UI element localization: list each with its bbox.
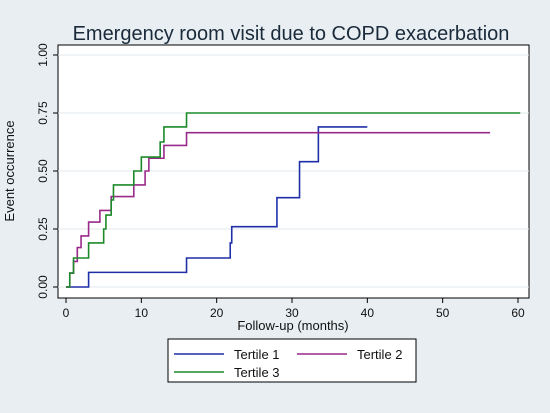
legend-label-tertile-1: Tertile 1: [234, 347, 280, 362]
series-line-tertile-3: [66, 112, 521, 288]
chart-title: Emergency room visit due to COPD exacerb…: [73, 23, 510, 45]
x-axis-label: Follow-up (months): [237, 318, 348, 333]
y-tick-label: 1.00: [36, 43, 50, 67]
y-tick-label: 0.25: [36, 217, 50, 241]
y-axis-label: Event occurrence: [2, 120, 17, 221]
y-tick-label: 0.00: [36, 275, 50, 299]
x-tick-label: 30: [285, 306, 299, 320]
legend-box: [167, 338, 417, 383]
series-line-tertile-1: [66, 126, 368, 288]
x-tick-label: 20: [210, 306, 224, 320]
x-tick-label: 60: [511, 306, 525, 320]
axes: 0.00 0.25 0.50 0.75 1.00 0 10 20 30 40 50 60: [36, 43, 525, 320]
legend: Tertile 1 Tertile 2 Tertile 3: [167, 338, 417, 383]
x-tick-label: 40: [361, 306, 375, 320]
y-tick-label: 0.50: [36, 159, 50, 183]
x-tick-label: 10: [135, 306, 149, 320]
y-tick-label: 0.75: [36, 101, 50, 125]
x-tick-label: 0: [63, 306, 70, 320]
legend-label-tertile-3: Tertile 3: [234, 365, 280, 380]
series-layer: [66, 112, 521, 288]
x-tick-label: 50: [436, 306, 450, 320]
legend-label-tertile-2: Tertile 2: [357, 347, 403, 362]
